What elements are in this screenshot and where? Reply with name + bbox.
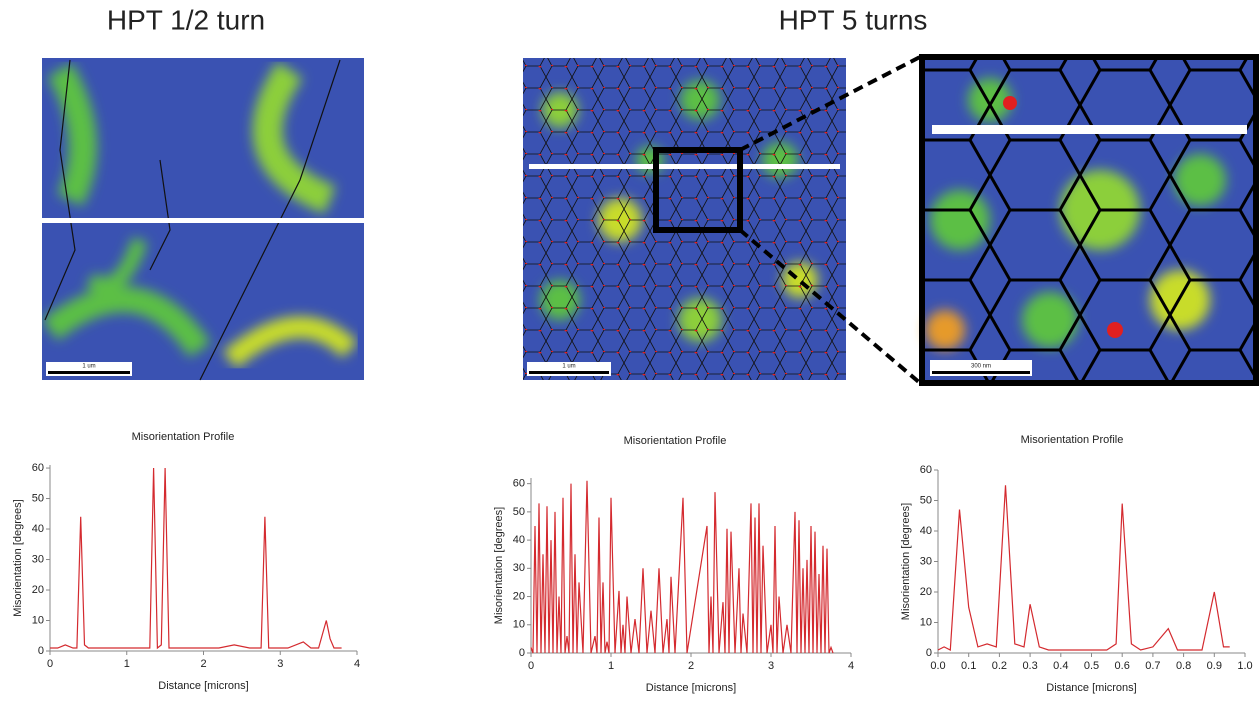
y-tick-label: 30	[513, 562, 525, 574]
panel-header: HPT 5 turns	[779, 4, 928, 35]
y-axis-label: Misorientation [degrees]	[900, 503, 912, 620]
y-tick-label: 60	[32, 462, 44, 474]
y-tick-label: 10	[920, 616, 932, 628]
x-tick-label: 2	[688, 660, 694, 672]
x-tick-label: 0.1	[961, 660, 976, 672]
x-tick-label: 0.6	[1115, 660, 1130, 672]
y-tick-label: 60	[513, 478, 525, 490]
ebsd-map: 1 um	[523, 58, 846, 380]
x-axis-label: Distance [microns]	[1046, 682, 1136, 694]
x-axis-label: Distance [microns]	[646, 682, 736, 694]
y-tick-label: 0	[38, 645, 44, 657]
zoom-connector	[738, 55, 922, 385]
x-tick-label: 0.7	[1145, 660, 1160, 672]
line	[530, 480, 834, 654]
y-tick-label: 30	[920, 555, 932, 567]
x-tick-label: 0.4	[1053, 660, 1068, 672]
x-tick-label: 0.5	[1084, 660, 1099, 672]
y-axis-label: Misorientation [degrees]	[12, 499, 24, 616]
line	[937, 485, 1230, 651]
y-tick-label: 20	[513, 590, 525, 602]
x-tick-label: 1	[124, 658, 130, 670]
y-tick-label: 0	[519, 647, 525, 659]
x-tick-label: 3	[768, 660, 774, 672]
x-tick-label: 0.3	[1022, 660, 1037, 672]
ebsd-map: 1 um	[42, 58, 364, 381]
y-tick-label: 40	[920, 525, 932, 537]
y-tick-label: 10	[32, 614, 44, 626]
y-tick-label: 30	[32, 553, 44, 565]
y-tick-label: 20	[920, 586, 932, 598]
x-tick-label: 1	[608, 660, 614, 672]
x-tick-label: 0.0	[930, 660, 945, 672]
x-tick-label: 0.2	[992, 660, 1007, 672]
scale-label: 1 um	[562, 364, 575, 370]
x-tick-label: 2	[200, 658, 206, 670]
panel-header: HPT 1/2 turn	[107, 4, 265, 35]
y-axis-label: Misorientation [degrees]	[493, 507, 505, 624]
x-axis-label: Distance [microns]	[158, 680, 248, 692]
x-tick-label: 4	[848, 660, 854, 672]
line	[50, 467, 342, 650]
y-tick-label: 50	[920, 494, 932, 506]
y-tick-label: 50	[32, 492, 44, 504]
y-tick-label: 60	[920, 464, 932, 476]
x-tick-label: 0	[47, 658, 53, 670]
y-tick-label: 10	[513, 619, 525, 631]
y-tick-label: 40	[32, 523, 44, 535]
x-tick-label: 0.9	[1207, 660, 1222, 672]
x-tick-label: 3	[277, 658, 283, 670]
x-tick-label: 1.0	[1237, 660, 1252, 672]
y-tick-label: 20	[32, 584, 44, 596]
chart-title: Misorientation Profile	[624, 435, 727, 447]
chart-title: Misorientation Profile	[1021, 434, 1124, 446]
y-tick-label: 0	[926, 647, 932, 659]
x-tick-label: 4	[354, 658, 360, 670]
ebsd-zoom: 300 nm	[919, 54, 1259, 386]
scale-label: 300 nm	[971, 364, 991, 370]
x-tick-label: 0	[528, 660, 534, 672]
y-tick-label: 40	[513, 534, 525, 546]
x-tick-label: 0.8	[1176, 660, 1191, 672]
chart-title: Misorientation Profile	[132, 431, 235, 443]
y-tick-label: 50	[513, 506, 525, 518]
scale-label: 1 um	[82, 364, 95, 370]
